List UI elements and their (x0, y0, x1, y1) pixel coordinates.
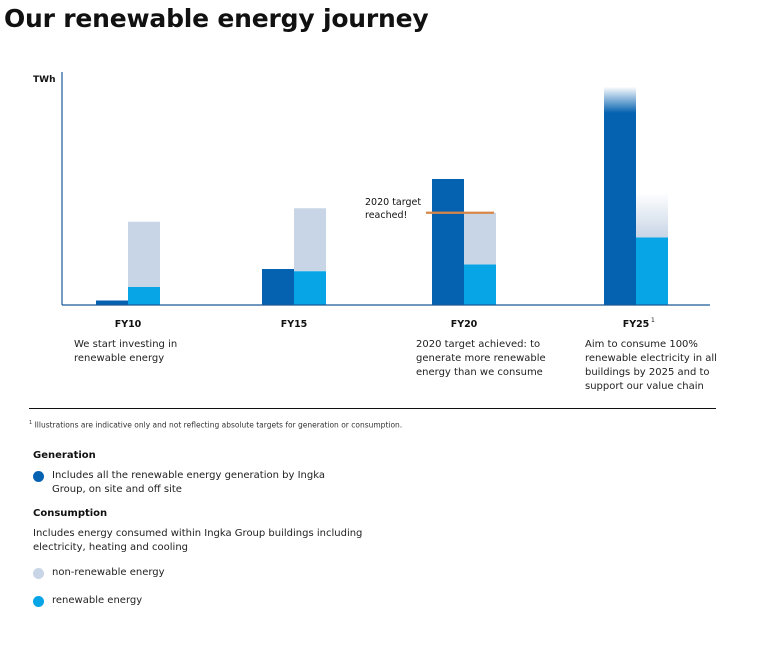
description-fy25: Aim to consume 100% renewable electricit… (585, 339, 717, 392)
bar-renewable-fy25 (636, 237, 668, 305)
footnote-marker: 1 (29, 420, 33, 426)
bar-renewable-fy20 (464, 264, 496, 305)
legend-generation-item: Includes all the renewable energy genera… (33, 469, 353, 497)
bar-non-renewable-fy10 (128, 221, 160, 287)
renewable-swatch-icon (33, 596, 44, 607)
bar-non-renewable-fy25 (636, 192, 668, 238)
generation-swatch-icon (33, 471, 44, 482)
annotation-text-line: reached! (365, 210, 407, 221)
bar-non-renewable-fy20 (464, 212, 496, 265)
chart: TWh FY10 FY15 FY20 FY25 1 2020 target reached… (33, 72, 710, 330)
description-fy10: We start investing in renewable energy (74, 339, 178, 364)
description-fy20: 2020 target achieved: to generate more r… (416, 339, 546, 378)
tick-label-fy20: FY20 (451, 319, 478, 330)
legend-consumption-description: Includes energy consumed within Ingka Gr… (33, 528, 363, 553)
legend-generation-heading: Generation (33, 450, 96, 461)
tick-label-fy25: FY25 (623, 319, 650, 330)
legend-renewable-item: renewable energy (33, 594, 333, 608)
tick-label-fy15: FY15 (281, 319, 308, 330)
bar-generation-fy10 (96, 300, 128, 305)
page-title: Our renewable energy journey (4, 4, 429, 33)
y-axis-label: TWh (33, 75, 55, 85)
legend-non-renewable-label: non-renewable energy (52, 567, 165, 578)
legend-consumption-heading: Consumption (33, 508, 108, 519)
non-renewable-swatch-icon (33, 568, 44, 579)
bar-generation-fy20 (432, 179, 464, 305)
footnote: 1 Illustrations are indicative only and … (29, 420, 402, 430)
footnote-text: Illustrations are indicative only and no… (34, 420, 403, 430)
bar-renewable-fy15 (294, 271, 326, 305)
annotation-text-line: 2020 target (365, 197, 421, 208)
legend-non-renewable-item: non-renewable energy (33, 566, 333, 580)
divider (29, 408, 716, 409)
legend-generation-label: Includes all the renewable energy genera… (52, 470, 325, 495)
bar-non-renewable-fy15 (294, 208, 326, 272)
tick-label-fy10: FY10 (115, 319, 142, 330)
bar-generation-fy15 (262, 269, 294, 305)
legend-renewable-label: renewable energy (52, 595, 143, 606)
bar-generation-fy25 (604, 86, 636, 305)
bar-renewable-fy10 (128, 287, 160, 305)
tick-superscript-fy25: 1 (651, 317, 655, 324)
